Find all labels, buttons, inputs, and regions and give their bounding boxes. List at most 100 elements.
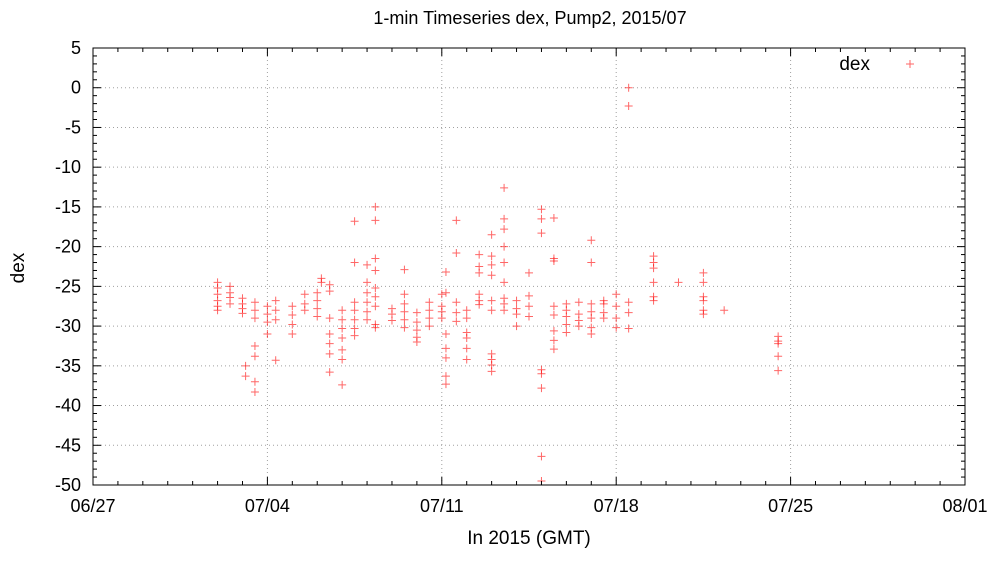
data-point <box>624 83 633 92</box>
data-point <box>412 318 421 327</box>
data-point <box>452 298 461 307</box>
data-point <box>487 367 496 376</box>
data-point <box>441 268 450 277</box>
data-point <box>452 317 461 326</box>
data-point <box>412 337 421 346</box>
data-point <box>325 339 334 348</box>
data-point <box>612 290 621 299</box>
data-point <box>271 296 280 305</box>
data-point <box>263 310 272 319</box>
data-point <box>338 345 347 354</box>
data-point <box>363 278 372 287</box>
y-tick-label: -50 <box>55 475 81 495</box>
data-point <box>213 306 222 315</box>
data-point <box>537 369 546 378</box>
data-point <box>512 310 521 319</box>
data-point <box>371 292 380 301</box>
x-tick-label: 06/27 <box>70 496 115 516</box>
x-tick-label: 07/04 <box>245 496 290 516</box>
data-point <box>612 302 621 311</box>
data-point <box>452 216 461 225</box>
x-tick-label: 07/25 <box>768 496 813 516</box>
data-point <box>774 339 783 348</box>
x-tick-label: 08/01 <box>942 496 987 516</box>
data-point <box>371 283 380 292</box>
data-point <box>574 322 583 331</box>
y-tick-label: -20 <box>55 237 81 257</box>
data-point <box>425 322 434 331</box>
data-point <box>363 307 372 316</box>
plot-frame <box>92 47 966 486</box>
data-point <box>562 328 571 337</box>
data-point <box>350 217 359 226</box>
data-point <box>649 264 658 273</box>
data-point <box>425 314 434 323</box>
data-point <box>325 287 334 296</box>
data-points <box>213 83 783 486</box>
data-point <box>263 330 272 339</box>
y-axis-label: dex <box>8 252 29 283</box>
data-point <box>441 330 450 339</box>
data-point <box>363 260 372 269</box>
data-point <box>250 314 259 323</box>
data-point <box>288 330 297 339</box>
data-point <box>487 230 496 239</box>
data-point <box>537 205 546 214</box>
data-point <box>487 252 496 261</box>
data-point <box>363 315 372 324</box>
data-point <box>587 258 596 267</box>
data-point <box>338 315 347 324</box>
data-point <box>549 345 558 354</box>
data-point <box>587 314 596 323</box>
grid <box>93 48 965 485</box>
data-point <box>500 278 509 287</box>
data-point <box>500 306 509 315</box>
data-point <box>500 242 509 251</box>
data-point <box>425 298 434 307</box>
data-point <box>250 377 259 386</box>
data-point <box>624 324 633 333</box>
data-point <box>350 258 359 267</box>
data-point <box>250 352 259 361</box>
data-point <box>350 306 359 315</box>
data-point <box>338 355 347 364</box>
data-point <box>338 334 347 343</box>
data-point <box>512 322 521 331</box>
data-point <box>371 323 380 332</box>
y-tick-label: -30 <box>55 316 81 336</box>
data-point <box>250 298 259 307</box>
data-point <box>437 290 446 299</box>
y-tick-label: -40 <box>55 396 81 416</box>
data-point <box>649 296 658 305</box>
data-point <box>537 452 546 461</box>
data-point <box>325 349 334 358</box>
data-point <box>313 288 322 297</box>
data-point <box>587 299 596 308</box>
data-point <box>699 278 708 287</box>
data-point <box>350 298 359 307</box>
data-point <box>441 344 450 353</box>
data-point <box>525 291 533 300</box>
data-point <box>363 298 372 307</box>
data-point <box>562 312 571 321</box>
data-point <box>350 315 359 324</box>
data-point <box>537 214 546 223</box>
data-point <box>325 368 334 377</box>
data-point <box>412 326 421 335</box>
data-point <box>313 296 322 305</box>
data-point <box>525 302 533 311</box>
y-tick-label: 0 <box>71 78 81 98</box>
data-point <box>587 330 596 339</box>
data-point <box>525 312 533 321</box>
data-point <box>400 299 409 308</box>
data-point <box>350 331 359 340</box>
data-point <box>250 341 259 350</box>
data-point <box>487 306 496 315</box>
data-point <box>549 336 558 345</box>
data-point <box>313 312 322 321</box>
data-point <box>241 361 250 370</box>
data-point <box>549 310 558 319</box>
